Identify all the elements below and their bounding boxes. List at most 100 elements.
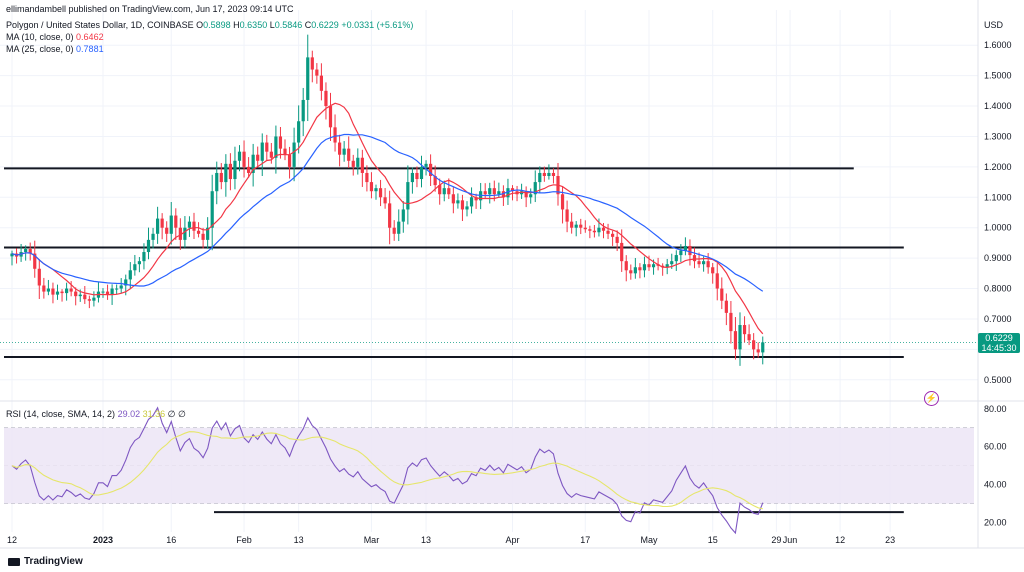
candle-body bbox=[670, 261, 674, 265]
rsi-extra-2: ∅ bbox=[178, 409, 186, 419]
symbol-name: Polygon / United States Dollar, 1D, COIN… bbox=[6, 20, 194, 30]
candle-body bbox=[183, 227, 187, 240]
candle-body bbox=[738, 325, 742, 350]
candle-body bbox=[397, 221, 401, 234]
candle-body bbox=[447, 188, 451, 195]
lightning-icon[interactable]: ⚡ bbox=[924, 391, 939, 406]
moving-averages bbox=[11, 102, 764, 335]
candle-body bbox=[601, 227, 606, 231]
candle-body bbox=[492, 188, 496, 195]
change-value: +0.0331 (+5.61%) bbox=[341, 20, 414, 30]
candle-body bbox=[692, 255, 697, 262]
candle-body bbox=[720, 288, 724, 301]
candle-body bbox=[724, 300, 728, 313]
candle-body bbox=[87, 299, 91, 301]
ma10-value: 0.6462 bbox=[76, 32, 104, 42]
candle-body bbox=[442, 188, 446, 195]
close-value: 0.6229 bbox=[311, 20, 339, 30]
candle-body bbox=[406, 182, 410, 210]
candle-body bbox=[83, 294, 87, 300]
candle-body bbox=[683, 245, 687, 251]
candle-body bbox=[160, 218, 164, 228]
tradingview-logo-icon bbox=[8, 557, 20, 566]
candle-body bbox=[702, 261, 706, 265]
time-tick-label: 29 bbox=[771, 535, 781, 545]
candle-body bbox=[101, 291, 105, 293]
candle-body bbox=[415, 172, 419, 180]
candle-body bbox=[497, 191, 501, 195]
candle-body bbox=[547, 172, 551, 176]
candle-body bbox=[37, 268, 41, 286]
candle-body bbox=[105, 291, 110, 295]
ma25-legend: MA (25, close, 0) 0.7881 bbox=[6, 44, 104, 54]
candle-body bbox=[356, 157, 360, 167]
candle-body bbox=[247, 166, 251, 173]
candle-body bbox=[156, 218, 160, 234]
candle-body bbox=[33, 253, 37, 269]
candle-body bbox=[642, 264, 647, 271]
candle-body bbox=[615, 236, 619, 243]
candle-body bbox=[401, 209, 405, 222]
candle-body bbox=[142, 252, 146, 262]
candle-body bbox=[542, 172, 546, 176]
candle-body bbox=[51, 288, 55, 295]
candle-body bbox=[469, 197, 474, 207]
candle-body bbox=[715, 273, 719, 289]
candle-body bbox=[424, 163, 428, 167]
candle-body bbox=[583, 227, 587, 230]
candle-body bbox=[506, 188, 510, 198]
bar-countdown: 14:45:30 bbox=[981, 343, 1017, 353]
rsi-value: 29.02 bbox=[117, 409, 141, 419]
open-label: O bbox=[196, 20, 204, 30]
candle-body bbox=[729, 312, 733, 332]
rsi-tick-label: 60.00 bbox=[984, 442, 1007, 452]
candle-body bbox=[351, 160, 355, 167]
candle-body bbox=[92, 297, 96, 301]
candle-body bbox=[510, 188, 515, 192]
candle-body bbox=[638, 267, 642, 271]
candle-body bbox=[438, 185, 442, 195]
candle-body bbox=[178, 227, 182, 240]
candle-body bbox=[624, 261, 628, 271]
rsi-tick-label: 40.00 bbox=[984, 480, 1007, 490]
candle-body bbox=[292, 142, 296, 167]
candle-body bbox=[570, 221, 574, 228]
last-price-tag: 0.6229 14:45:30 bbox=[978, 333, 1020, 353]
rsi-line bbox=[11, 406, 764, 535]
candle-body bbox=[224, 163, 228, 183]
candle-body bbox=[301, 99, 305, 122]
candle-body bbox=[69, 288, 73, 292]
candle-body bbox=[711, 267, 715, 274]
price-tick-label: 1.2000 bbox=[984, 162, 1012, 172]
candle-body bbox=[347, 148, 351, 161]
candle-body bbox=[597, 227, 601, 233]
candle-body bbox=[533, 182, 537, 195]
candle-body bbox=[501, 191, 505, 198]
candle-body bbox=[146, 239, 151, 253]
candle-body bbox=[46, 288, 50, 292]
price-tick-label: 0.5000 bbox=[984, 375, 1012, 385]
publisher-line: ellimandambell published on TradingView.… bbox=[6, 4, 294, 14]
candle-body bbox=[274, 136, 278, 158]
brand: TradingView bbox=[8, 556, 83, 567]
candle-body bbox=[55, 291, 60, 295]
candle-body bbox=[42, 285, 46, 292]
candle-body bbox=[215, 172, 219, 192]
candle-body bbox=[752, 340, 756, 350]
high-label: H bbox=[233, 20, 240, 30]
candle-body bbox=[78, 294, 82, 297]
candle-body bbox=[697, 261, 701, 265]
candle-body bbox=[392, 227, 396, 234]
time-tick-label: Feb bbox=[236, 535, 252, 545]
low-label: L bbox=[269, 20, 275, 30]
candle-body bbox=[24, 249, 28, 253]
last-price: 0.6229 bbox=[985, 333, 1013, 343]
candle-body bbox=[333, 127, 337, 143]
candle-body bbox=[456, 200, 460, 204]
candle-body bbox=[651, 264, 656, 268]
time-tick-label: 17 bbox=[580, 535, 590, 545]
rsi-sma-value: 31.36 bbox=[142, 409, 166, 419]
candle-body bbox=[606, 230, 610, 234]
candle-body bbox=[429, 163, 433, 176]
